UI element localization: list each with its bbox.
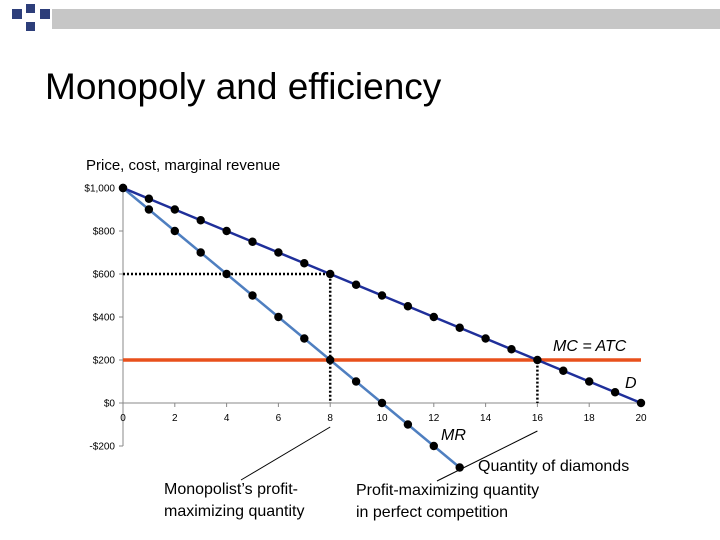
demand-point xyxy=(481,334,490,343)
x-tick-label: 18 xyxy=(584,413,596,424)
annotation-callout-line xyxy=(240,426,331,481)
annotation-text: in perfect competition xyxy=(356,504,508,521)
demand-point xyxy=(326,269,335,279)
x-tick-label: 8 xyxy=(327,413,333,424)
y-tick-label: $200 xyxy=(93,356,116,367)
slide-title: Monopoly and efficiency xyxy=(45,66,442,107)
header-square-1 xyxy=(12,9,22,19)
x-tick-label: 4 xyxy=(224,413,230,424)
mr-point xyxy=(403,420,413,429)
mr-line xyxy=(122,187,461,469)
demand-point xyxy=(351,280,361,289)
mr-point xyxy=(144,205,154,214)
header-square-4 xyxy=(26,22,35,31)
y-tick-label: $800 xyxy=(93,227,116,238)
demand-point xyxy=(222,226,231,236)
demand-point xyxy=(144,194,154,203)
demand-point xyxy=(377,291,387,300)
mr-point xyxy=(222,269,231,279)
y-tick-label: $600 xyxy=(93,270,116,281)
x-tick-label: 20 xyxy=(635,413,647,424)
mr-point xyxy=(170,226,179,236)
demand-point xyxy=(196,216,205,225)
annotation-text: Monopolist’s profit- xyxy=(164,481,298,498)
mr-point xyxy=(248,291,257,300)
x-tick-label: 12 xyxy=(428,413,440,424)
mr-point xyxy=(377,398,387,408)
x-tick-label: 10 xyxy=(376,413,388,424)
y-axis-title: Price, cost, marginal revenue xyxy=(86,157,280,174)
mr-point xyxy=(351,377,361,386)
annotation-text: maximizing quantity xyxy=(164,503,305,520)
mr-point xyxy=(326,355,335,365)
header-decoration xyxy=(12,4,720,31)
x-axis-title: Quantity of diamonds xyxy=(478,458,629,475)
x-tick-label: 16 xyxy=(532,413,544,424)
demand-point xyxy=(533,355,542,365)
mr-label: MR xyxy=(441,427,466,444)
demand-point xyxy=(248,237,257,246)
demand-point xyxy=(507,345,516,354)
demand-label: D xyxy=(625,375,637,392)
demand-point xyxy=(118,183,128,193)
x-tick-label: 0 xyxy=(120,413,126,424)
x-tick-label: 2 xyxy=(172,413,178,424)
mr-point xyxy=(429,441,438,451)
mr-point xyxy=(196,248,205,257)
header-bar xyxy=(52,9,720,29)
mr-point xyxy=(455,463,464,472)
demand-point xyxy=(300,259,309,268)
annotation-text: Profit-maximizing quantity xyxy=(356,482,539,499)
y-tick-label: $1,000 xyxy=(84,184,115,195)
demand-point xyxy=(170,205,179,214)
demand-point xyxy=(403,302,413,311)
demand-point xyxy=(429,312,438,322)
mc-atc-label: MC = ATC xyxy=(553,338,627,355)
mr-point xyxy=(300,334,309,343)
demand-point xyxy=(636,398,646,408)
y-tick-label: $400 xyxy=(93,313,116,324)
demand-point xyxy=(610,388,620,397)
y-tick-label: -$200 xyxy=(89,442,115,453)
mr-point xyxy=(274,312,283,322)
header-square-2 xyxy=(26,4,35,13)
demand-point xyxy=(274,248,283,257)
demand-point xyxy=(585,377,594,386)
annotation-callout-line xyxy=(436,430,538,482)
reference-dotted-line xyxy=(123,272,332,403)
header-square-3 xyxy=(40,9,50,19)
x-tick-label: 6 xyxy=(276,413,282,424)
demand-point xyxy=(559,366,568,375)
demand-point xyxy=(455,323,464,332)
y-tick-label: $0 xyxy=(104,399,116,410)
x-tick-label: 14 xyxy=(480,413,492,424)
